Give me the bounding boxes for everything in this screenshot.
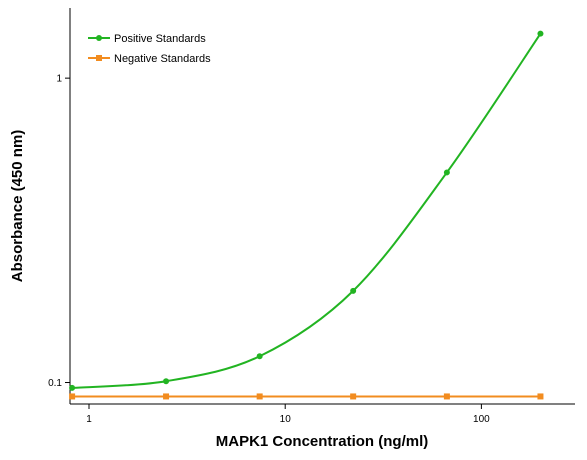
legend-label-positive: Positive Standards [114,33,206,45]
legend: Positive Standards Negative Standards [88,33,211,65]
x-axis-title: MAPK1 Concentration (ng/ml) [216,433,429,450]
series-negative [69,393,544,400]
data-point [443,169,450,176]
legend-item-negative: Negative Standards [88,53,211,65]
legend-marker-negative [96,55,102,61]
y-tick-label: 1 [56,74,62,85]
legend-marker-positive [96,35,102,41]
data-point [256,353,263,360]
y-ticks: 0.11 [48,74,70,389]
data-point [350,393,357,400]
series-positive [69,30,544,391]
x-ticks: 1 10 100 [86,404,490,425]
data-point [350,287,357,294]
axes [69,8,575,405]
data-point [537,30,544,37]
x-tick-label: 100 [473,414,490,425]
y-tick-label: 0.1 [48,378,62,389]
series-line [72,33,542,389]
y-axis-title: Absorbance (450 nm) [9,130,26,283]
data-point [256,393,263,400]
x-tick-label: 10 [280,414,292,425]
legend-item-positive: Positive Standards [88,33,206,45]
data-point [443,393,450,400]
data-point [537,393,544,400]
data-point [163,393,170,400]
data-point [69,393,76,400]
data-point [163,378,170,385]
series-layer [69,30,544,400]
data-point [69,384,76,391]
x-tick-label: 1 [86,414,92,425]
legend-label-negative: Negative Standards [114,53,211,65]
